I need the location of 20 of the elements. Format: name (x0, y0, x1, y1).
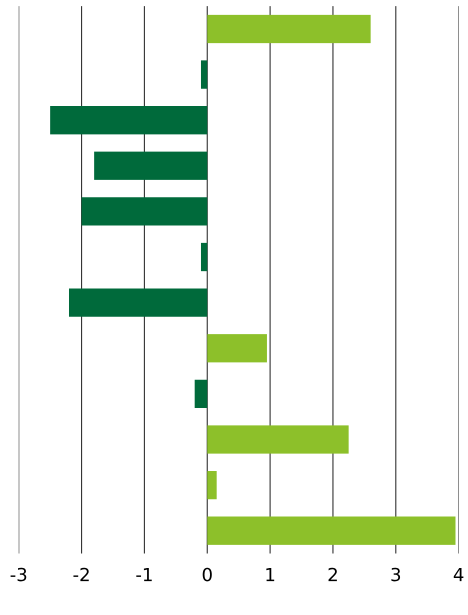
bar (207, 425, 349, 454)
x-tick-label: 3 (391, 568, 400, 582)
x-tick-label: 2 (328, 568, 337, 582)
x-tick-label: -3 (10, 568, 26, 582)
x-tick-label: 1 (266, 568, 274, 582)
bar (207, 516, 456, 545)
bar (207, 470, 217, 500)
bar (207, 14, 371, 44)
bar (94, 152, 208, 180)
bar (200, 242, 208, 272)
bar (68, 288, 208, 317)
x-tick-label: 4 (454, 568, 464, 582)
bar (207, 334, 267, 362)
x-tick-label: 0 (202, 568, 212, 582)
bar (194, 380, 208, 408)
x-tick-label: -1 (136, 568, 152, 582)
bar (200, 60, 208, 89)
bar (50, 106, 208, 134)
x-tick-label: -2 (73, 568, 89, 582)
bar (82, 197, 208, 226)
